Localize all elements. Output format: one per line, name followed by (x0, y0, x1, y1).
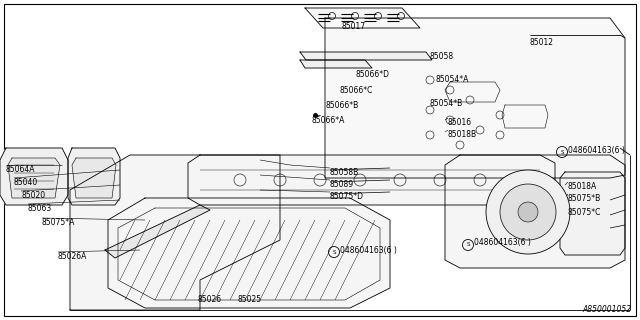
Polygon shape (305, 8, 420, 28)
Text: 85018B: 85018B (448, 130, 477, 139)
Text: 85026A: 85026A (58, 252, 88, 261)
Text: 85066*A: 85066*A (312, 116, 346, 125)
Text: 85016: 85016 (448, 118, 472, 127)
Polygon shape (68, 148, 120, 205)
Text: 85066*B: 85066*B (326, 101, 359, 110)
Text: 85017: 85017 (342, 22, 366, 31)
Circle shape (518, 202, 538, 222)
Text: 85075*B: 85075*B (568, 194, 601, 203)
Text: 048604163(6 ): 048604163(6 ) (474, 238, 531, 247)
Text: 85025: 85025 (238, 295, 262, 304)
Polygon shape (108, 198, 390, 308)
Polygon shape (325, 18, 625, 178)
Polygon shape (188, 155, 555, 205)
Polygon shape (72, 158, 116, 198)
Text: 85075*C: 85075*C (568, 208, 602, 217)
Text: 85054*A: 85054*A (435, 75, 468, 84)
Text: 85089: 85089 (330, 180, 354, 189)
Polygon shape (70, 155, 280, 310)
Text: 048604163(6 ): 048604163(6 ) (568, 146, 625, 155)
Text: 85054*B: 85054*B (430, 99, 463, 108)
Polygon shape (300, 52, 432, 60)
Text: 85012: 85012 (530, 38, 554, 47)
Text: 048604163(6 ): 048604163(6 ) (340, 245, 397, 254)
Text: 85066*C: 85066*C (340, 86, 373, 95)
Text: 85058: 85058 (430, 52, 454, 61)
Text: 85064A: 85064A (6, 165, 35, 174)
Polygon shape (300, 60, 372, 68)
Circle shape (500, 184, 556, 240)
Text: 85075*D: 85075*D (330, 192, 364, 201)
Text: 85058B: 85058B (330, 168, 359, 177)
Polygon shape (445, 155, 625, 268)
Text: 85075*A: 85075*A (42, 218, 76, 227)
Text: 85040: 85040 (14, 178, 38, 187)
Polygon shape (560, 172, 625, 255)
Text: 85026: 85026 (198, 295, 222, 304)
Text: 85066*D: 85066*D (355, 70, 389, 79)
Text: S: S (467, 243, 470, 247)
Text: 85018A: 85018A (568, 182, 597, 191)
Text: S: S (560, 149, 564, 155)
Polygon shape (8, 158, 60, 198)
Circle shape (486, 170, 570, 254)
Text: 85063: 85063 (28, 204, 52, 213)
Text: A850001052: A850001052 (583, 305, 632, 314)
Polygon shape (105, 205, 210, 258)
Text: 85020: 85020 (21, 191, 45, 200)
Polygon shape (0, 148, 68, 205)
Text: S: S (332, 250, 336, 254)
